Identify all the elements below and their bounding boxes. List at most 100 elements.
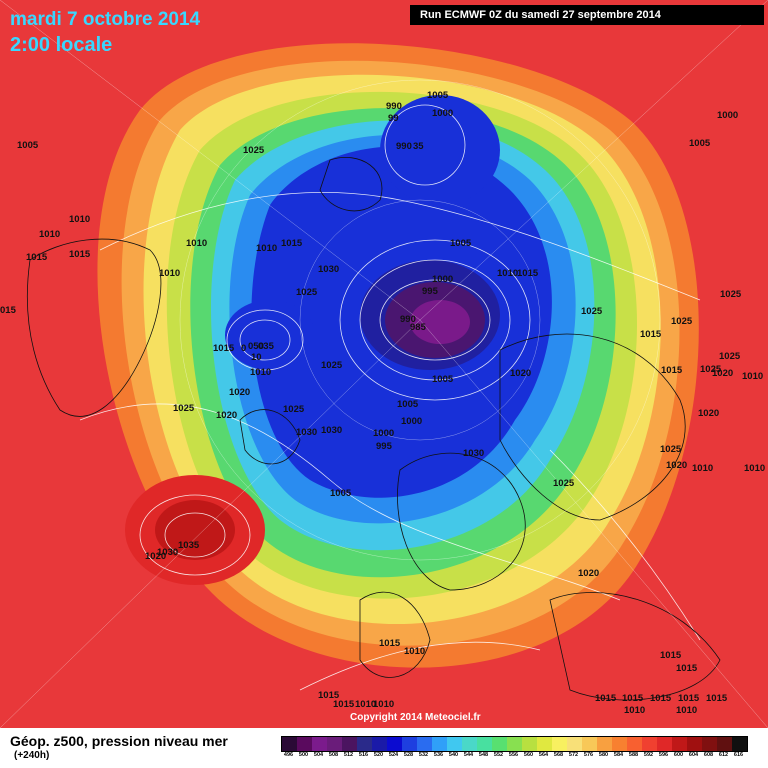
isobar-label: 1010: [250, 367, 272, 378]
isobar-label: 1010: [373, 699, 395, 710]
isobar-label: 1025: [581, 306, 603, 317]
weather-map: mardi 7 octobre 2014 2:00 locale Run ECM…: [0, 0, 768, 728]
isobar-label: 1020: [578, 568, 600, 579]
legend-panel: Géop. z500, pression niveau mer (+240h) …: [0, 728, 768, 768]
isobar-label: 1015: [622, 693, 644, 704]
color-swatch: [447, 737, 462, 751]
isobar-label: 1010: [355, 699, 377, 710]
color-scale-label: 548: [478, 752, 489, 758]
isobar-label: 050: [248, 341, 264, 352]
color-swatch: [597, 737, 612, 751]
color-swatch: [417, 737, 432, 751]
color-swatch: [432, 737, 447, 751]
isobar-label: 1010: [159, 268, 181, 279]
isobar-label: 1010: [742, 371, 764, 382]
color-scale-label: 552: [493, 752, 504, 758]
isobar-label: 1005: [427, 90, 449, 101]
color-swatch: [462, 737, 477, 751]
isobar-label: 1000: [432, 274, 454, 285]
color-swatch: [372, 737, 387, 751]
color-scale-label: 592: [643, 752, 654, 758]
isobar-label: 1025: [660, 444, 682, 455]
color-scale-label: 588: [628, 752, 639, 758]
isobar-label: 1015: [26, 252, 48, 263]
isobar-label: 1015: [676, 663, 698, 674]
map-title: Géop. z500, pression niveau mer: [10, 733, 228, 749]
color-swatch: [552, 737, 567, 751]
color-swatch: [387, 737, 402, 751]
isobar-label: 1005: [330, 488, 352, 499]
isobar-label: 1010: [676, 705, 698, 716]
isobar-label: 1015: [318, 690, 340, 701]
isobar-label: 1015: [650, 693, 672, 704]
isobar-label: 1025: [296, 287, 318, 298]
isobar-label: 1010: [39, 229, 61, 240]
isobar-label: 1005: [17, 140, 39, 151]
color-scale-label: 500: [298, 752, 309, 758]
color-swatch: [282, 737, 297, 751]
color-swatch: [492, 737, 507, 751]
color-swatch: [357, 737, 372, 751]
isobar-label: 1015: [660, 650, 682, 661]
color-swatch: [717, 737, 732, 751]
color-scale-label: 608: [703, 752, 714, 758]
isobar-label: 1015: [69, 249, 91, 260]
isobar-label: 1020: [712, 368, 734, 379]
color-swatch: [342, 737, 357, 751]
color-scale-label: 496: [283, 752, 294, 758]
color-scale-label: 564: [538, 752, 549, 758]
isobar-label: 1025: [321, 360, 343, 371]
isobar-label: 1030: [318, 264, 340, 275]
geopotential-field: [0, 0, 768, 728]
color-swatch: [507, 737, 522, 751]
color-scale-label: 504: [313, 752, 324, 758]
isobar-label: 1015: [517, 268, 539, 279]
color-swatch: [732, 737, 747, 751]
model-run-label: Run ECMWF 0Z du samedi 27 septembre 2014: [410, 5, 764, 25]
color-scale-label: 572: [568, 752, 579, 758]
isobar-label: 1020: [666, 460, 688, 471]
isobar-label: 015: [0, 305, 16, 316]
color-scale-label: 616: [733, 752, 744, 758]
color-swatch: [567, 737, 582, 751]
isobar-label: 1005: [689, 138, 711, 149]
isobar-label: 990: [400, 314, 416, 325]
isobar-label: 1000: [401, 416, 423, 427]
isobar-label: 1025: [719, 351, 741, 362]
isobar-label: 1030: [157, 547, 179, 558]
isobar-label: 1005: [450, 238, 472, 249]
isobar-label: 35: [413, 141, 424, 152]
color-scale-label: 536: [433, 752, 444, 758]
color-swatch: [582, 737, 597, 751]
isobar-label: 1025: [700, 364, 722, 375]
isobar-label: 1020: [698, 408, 720, 419]
isobar-label: 1020: [216, 410, 238, 421]
isobar-label: 1010: [744, 463, 766, 474]
isobar-label: 1025: [671, 316, 693, 327]
isobar-label: 1035: [178, 540, 200, 551]
isobar-label: 1015: [640, 329, 662, 340]
color-scale-label: 516: [358, 752, 369, 758]
color-swatch: [297, 737, 312, 751]
isobar-label: 10: [251, 352, 262, 363]
color-swatch: [672, 737, 687, 751]
color-swatch: [642, 737, 657, 751]
isobar-label: 995: [376, 441, 392, 452]
color-swatch: [612, 737, 627, 751]
color-scale-label: 508: [328, 752, 339, 758]
isobar-label: 1010: [497, 268, 519, 279]
isobar-label: 1015: [706, 693, 728, 704]
color-scale-label: 596: [658, 752, 669, 758]
isobar-label: 99: [388, 113, 399, 124]
isobar-label: 1000: [373, 428, 395, 439]
color-scale-label: 568: [553, 752, 564, 758]
color-scale-label: 580: [598, 752, 609, 758]
isobar-label: 1010: [692, 463, 714, 474]
isobar-label: 1015: [213, 343, 235, 354]
color-scale-labels: 496 500 504 508 512 516 520 524 528 532 536 540 544 5…: [281, 752, 746, 758]
isobar-label: 1015: [661, 365, 683, 376]
color-scale-label: 540: [448, 752, 459, 758]
isobar-label: 1010: [69, 214, 91, 225]
color-swatch: [657, 737, 672, 751]
isobar-label: 985: [410, 322, 426, 333]
